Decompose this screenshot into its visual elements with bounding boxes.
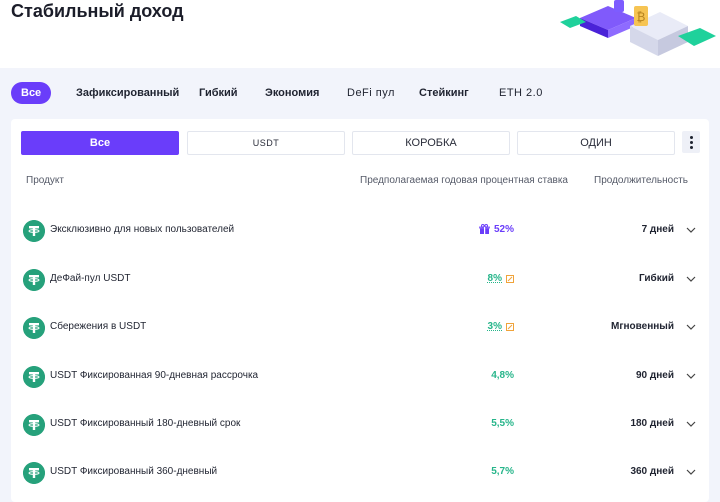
duration-value: 90 дней [636, 370, 674, 381]
product-name: USDT Фиксированный 360-дневный [50, 466, 218, 477]
dot-icon [689, 135, 693, 139]
chevron-down-icon[interactable] [685, 371, 697, 381]
filter-tab-all[interactable]: Все [11, 82, 52, 104]
gift-icon [478, 224, 490, 234]
products-panel: Все USDT КОРОБКА ОДИН Продукт Предполага… [11, 119, 709, 502]
table-row[interactable]: USDT Фиксированный 360-дневный 5,7% 360 … [11, 453, 709, 493]
product-name: USDT Фиксированный 180-дневный срок [50, 418, 241, 429]
filter-tab-fixed[interactable]: Зафиксированный [76, 87, 180, 99]
column-header-product: Продукт [26, 175, 64, 186]
usdt-coin-icon [23, 317, 45, 339]
chevron-down-icon[interactable] [685, 419, 697, 429]
duration-value: 360 дней [630, 466, 674, 477]
product-name: Сбережения в USDT [50, 321, 147, 332]
dot-icon [689, 140, 693, 144]
page-header: Стабильный доход ₿ [0, 0, 720, 68]
usdt-coin-icon [23, 269, 45, 291]
product-name: USDT Фиксированная 90-дневная рассрочка [50, 370, 259, 381]
hero-illustration: ₿ [560, 0, 716, 56]
duration-value: 180 дней [630, 418, 674, 429]
usdt-coin-icon [23, 220, 45, 242]
table-row[interactable]: USDT Фиксированная 90-дневная рассрочка … [11, 357, 709, 397]
rate-value: 8% [488, 273, 514, 284]
table-row[interactable]: ДеФай-пул USDT 8% Гибкий [11, 260, 709, 300]
usdt-coin-icon [23, 366, 45, 388]
duration-value: Мгновенный [611, 321, 674, 332]
duration-value: Гибкий [638, 273, 674, 284]
table-row[interactable]: Сбережения в USDT 3% Мгновенный [11, 308, 709, 348]
table-row[interactable]: Эксклюзивно для новых пользователей 52% … [11, 211, 709, 251]
svg-text:₿: ₿ [637, 10, 646, 24]
product-name: Эксклюзивно для новых пользователей [50, 224, 235, 235]
column-header-rate: Предполагаемая годовая процентная ставка [360, 175, 568, 186]
usdt-coin-icon [23, 414, 45, 436]
rate-value: 5,7% [491, 466, 514, 477]
tag-icon [506, 274, 514, 283]
page-title: Стабильный доход [11, 1, 184, 21]
filter-tab-eth2[interactable]: ETH 2.0 [499, 87, 543, 99]
chevron-down-icon[interactable] [685, 225, 697, 235]
segment-one[interactable]: ОДИН [517, 131, 675, 155]
column-header-duration: Продолжительность [594, 175, 688, 186]
filter-tab-staking[interactable]: Стейкинг [419, 87, 469, 99]
dot-icon [689, 145, 693, 149]
chevron-down-icon[interactable] [685, 274, 697, 284]
product-name: ДеФай-пул USDT [50, 273, 131, 284]
chevron-down-icon[interactable] [685, 467, 697, 477]
filter-tab-savings[interactable]: Экономия [265, 87, 320, 99]
filter-tab-flexible[interactable]: Гибкий [199, 87, 238, 99]
segment-box[interactable]: КОРОБКА [352, 131, 510, 155]
more-options-button[interactable] [682, 131, 700, 153]
filter-tab-defi-pool[interactable]: DeFi пул [347, 87, 395, 99]
rate-value: 5,5% [491, 418, 514, 429]
rate-value: 52% [478, 224, 514, 235]
chevron-down-icon[interactable] [685, 322, 697, 332]
table-row[interactable]: USDT Фиксированный 180-дневный срок 5,5%… [11, 405, 709, 445]
duration-value: 7 дней [641, 224, 674, 235]
rate-value: 3% [488, 321, 514, 332]
segment-all[interactable]: Все [21, 131, 179, 155]
tag-icon [506, 322, 514, 331]
segment-usdt[interactable]: USDT [187, 131, 345, 155]
usdt-coin-icon [23, 462, 45, 484]
rate-value: 4,8% [491, 370, 514, 381]
category-filter-tabs: Все Зафиксированный Гибкий Экономия DeFi… [0, 80, 720, 106]
